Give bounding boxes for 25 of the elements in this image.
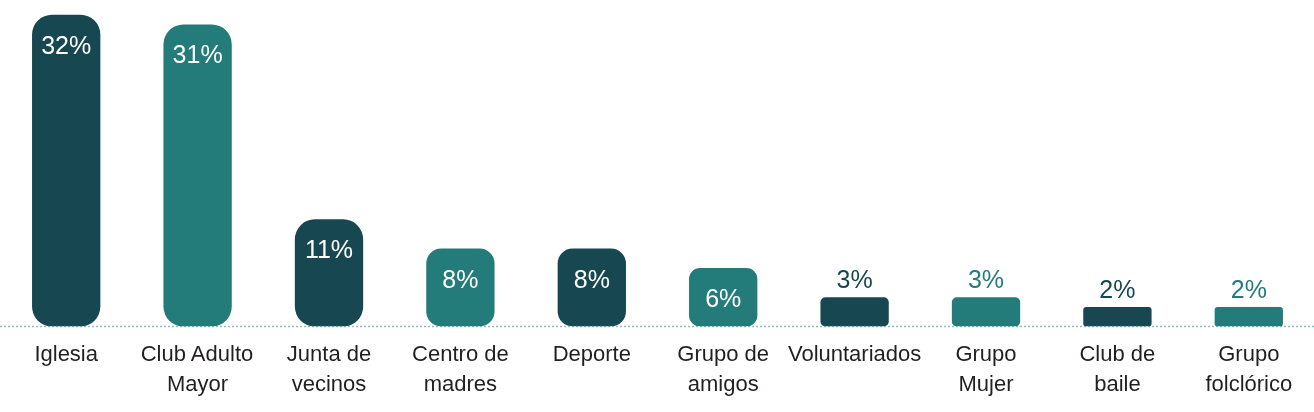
- data-label: 6%: [705, 284, 742, 313]
- x-tick-label: Deporte: [552, 340, 631, 366]
- data-label: 31%: [172, 40, 223, 69]
- bar: [294, 219, 364, 327]
- x-tick-label: Grupo de amigos: [677, 340, 770, 396]
- x-tick-label: Iglesia: [34, 340, 99, 366]
- data-label: 8%: [442, 264, 479, 293]
- data-label: 3%: [967, 265, 1005, 294]
- x-tick-label: Junta de vecinos: [286, 340, 372, 396]
- x-tick-label: Voluntariados: [787, 340, 922, 366]
- data-label: 8%: [573, 264, 610, 293]
- x-tick-label: Club Adulto Mayor: [140, 340, 254, 396]
- x-tick-label: Grupo Mujer: [955, 340, 1017, 396]
- data-label: 11%: [304, 235, 354, 264]
- bar: [557, 248, 626, 327]
- data-label: 2%: [1099, 275, 1136, 304]
- x-tick-label: Centro de madres: [412, 340, 509, 396]
- data-label: 3%: [836, 265, 873, 294]
- x-tick-label: Grupo folclórico: [1205, 340, 1293, 396]
- bar: [1083, 307, 1152, 327]
- x-tick-label: Club de baile: [1079, 340, 1156, 396]
- data-label: 32%: [41, 30, 92, 59]
- bar: [32, 14, 101, 327]
- data-label: 2%: [1230, 275, 1267, 304]
- bar: [820, 297, 889, 327]
